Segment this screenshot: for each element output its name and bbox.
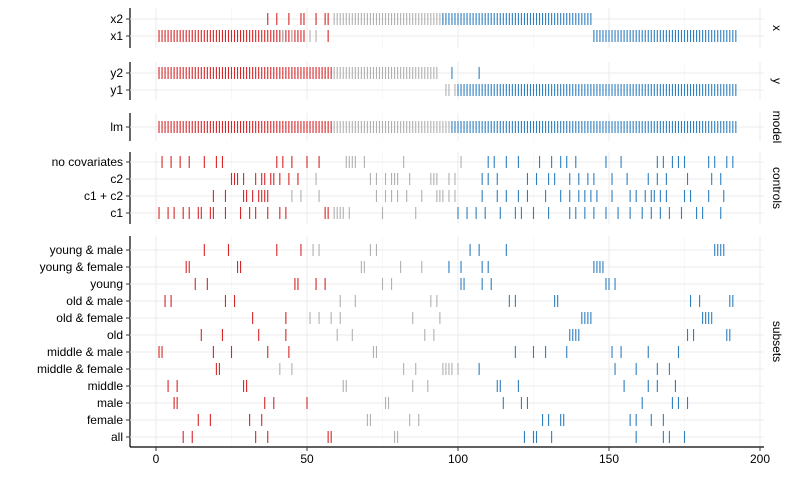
row-x2: x2 <box>110 12 764 26</box>
y-tick-label: old <box>107 328 123 342</box>
row-middle: middle <box>88 379 764 393</box>
y-tick-label: young & male <box>50 243 124 257</box>
strip-label: subsets <box>770 321 784 362</box>
row-no-covariates: no covariates <box>52 155 764 169</box>
row-male: male <box>97 396 764 410</box>
y-tick-label: old & female <box>56 311 123 325</box>
strip-model: model <box>767 111 799 144</box>
row-female: female <box>87 413 764 427</box>
x-tick-label: 100 <box>448 452 468 466</box>
row-c1-c2: c1 + c2 <box>84 189 764 203</box>
row-young-female: young & female <box>40 260 764 274</box>
strip-x: x <box>767 8 799 48</box>
y-tick-label: lm <box>110 120 123 134</box>
y-tick-label: male <box>97 396 123 410</box>
strip-background <box>767 236 799 447</box>
row-all: all <box>111 430 764 444</box>
row-old: old <box>107 328 764 342</box>
strip-background <box>767 8 799 48</box>
strip-subsets: subsets <box>767 236 799 447</box>
y-tick-label: no covariates <box>52 155 123 169</box>
y-tick-label: old & male <box>66 294 123 308</box>
strip-label: x <box>770 25 784 31</box>
row-y2: y2 <box>110 66 764 80</box>
x-axis: 0 50 100 150 200 <box>130 446 770 466</box>
row-y1: y1 <box>110 83 764 97</box>
panel-subsets: subsets young & male young & female young ol… <box>37 236 799 447</box>
y-tick-label: x2 <box>110 12 123 26</box>
x-tick-label: 0 <box>153 452 160 466</box>
row-old-male: old & male <box>66 294 764 308</box>
y-tick-label: young & female <box>40 260 124 274</box>
strip-background <box>767 113 799 141</box>
strip-label: model <box>770 111 784 144</box>
strip-background <box>767 152 799 224</box>
y-tick-label: c1 + c2 <box>84 189 123 203</box>
strip-controls: controls <box>767 152 799 224</box>
row-lm: lm <box>110 120 764 134</box>
row-c2: c2 <box>110 172 764 186</box>
x-tick-label: 50 <box>300 452 314 466</box>
y-tick-label: y1 <box>110 83 123 97</box>
chart-panels: x x2 x1 y y2 y1 model lm controls no covariates c2… <box>37 8 799 447</box>
y-tick-label: c2 <box>110 172 123 186</box>
y-tick-label: middle & female <box>37 362 123 376</box>
panel-x: x x2 x1 <box>110 8 799 48</box>
row-x1: x1 <box>110 29 764 43</box>
panel-model: model lm <box>110 111 799 144</box>
x-tick-label: 200 <box>750 452 770 466</box>
y-tick-label: all <box>111 430 123 444</box>
y-tick-label: middle <box>88 379 124 393</box>
panel-y: y y2 y1 <box>110 62 799 100</box>
strip-label: y <box>770 78 784 84</box>
strip-background <box>767 62 799 100</box>
strip-y: y <box>767 62 799 100</box>
row-young: young <box>90 277 764 291</box>
row-c1: c1 <box>110 206 764 220</box>
y-tick-label: female <box>87 413 123 427</box>
y-tick-label: x1 <box>110 29 123 43</box>
row-young-male: young & male <box>50 243 764 257</box>
y-tick-label: y2 <box>110 66 123 80</box>
strip-label: controls <box>770 167 784 209</box>
y-tick-label: middle & male <box>47 345 123 359</box>
row-middle-female: middle & female <box>37 362 764 376</box>
row-middle-male: middle & male <box>47 345 764 359</box>
x-tick-label: 150 <box>599 452 619 466</box>
y-tick-label: young <box>90 277 123 291</box>
y-tick-label: c1 <box>110 206 123 220</box>
panel-controls: controls no covariates c2 c1 + c2 c1 <box>52 152 799 224</box>
row-old-female: old & female <box>56 311 764 325</box>
